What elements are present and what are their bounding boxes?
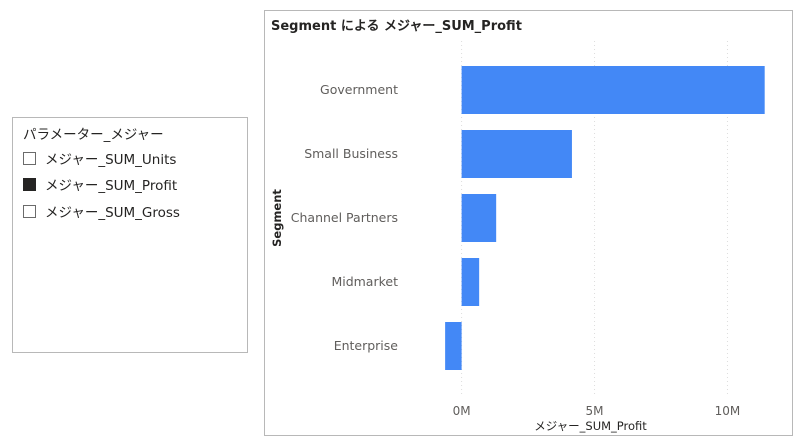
slicer-option-sum-gross[interactable]: メジャー_SUM_Gross <box>23 201 180 221</box>
bar-chart: Government Small Business Channel Partners… <box>270 41 765 433</box>
y-category-label: Enterprise <box>334 338 399 353</box>
bar-channel-partners[interactable] <box>461 194 497 242</box>
x-tick-label: 10M <box>715 404 741 418</box>
y-category-label: Small Business <box>304 146 398 161</box>
checkbox[interactable] <box>23 151 36 165</box>
measure-parameter-slicer: パラメーター_メジャー メジャー_SUM_Units メジャー_SUM_Prof… <box>12 117 248 353</box>
y-axis-title: Segment <box>270 189 284 247</box>
x-tick-label: 5M <box>586 404 604 418</box>
bar-government[interactable] <box>461 66 765 114</box>
x-axis-title: メジャー_SUM_Profit <box>534 419 647 433</box>
y-category-label: Government <box>320 82 398 97</box>
checkbox[interactable] <box>23 204 36 218</box>
bar-small-business[interactable] <box>461 130 572 178</box>
slicer-option-label: メジャー_SUM_Profit <box>45 178 178 194</box>
slicer-title: パラメーター_メジャー <box>23 127 164 143</box>
bar-enterprise[interactable] <box>445 322 462 370</box>
slicer-option-label: メジャー_SUM_Units <box>45 152 177 168</box>
y-category-label: Channel Partners <box>291 210 398 225</box>
checkbox-checked[interactable] <box>23 177 36 191</box>
bar-midmarket[interactable] <box>461 258 480 306</box>
slicer-option-sum-profit[interactable]: メジャー_SUM_Profit <box>23 174 177 194</box>
x-tick-label: 0M <box>453 404 471 418</box>
chart-title: Segment による メジャー_SUM_Profit <box>271 19 522 34</box>
slicer-option-sum-units[interactable]: メジャー_SUM_Units <box>23 148 176 168</box>
slicer-option-label: メジャー_SUM_Gross <box>45 205 180 221</box>
bar-chart-visual: Segment による メジャー_SUM_Profit Government Sm… <box>264 10 793 436</box>
y-category-label: Midmarket <box>331 274 398 289</box>
